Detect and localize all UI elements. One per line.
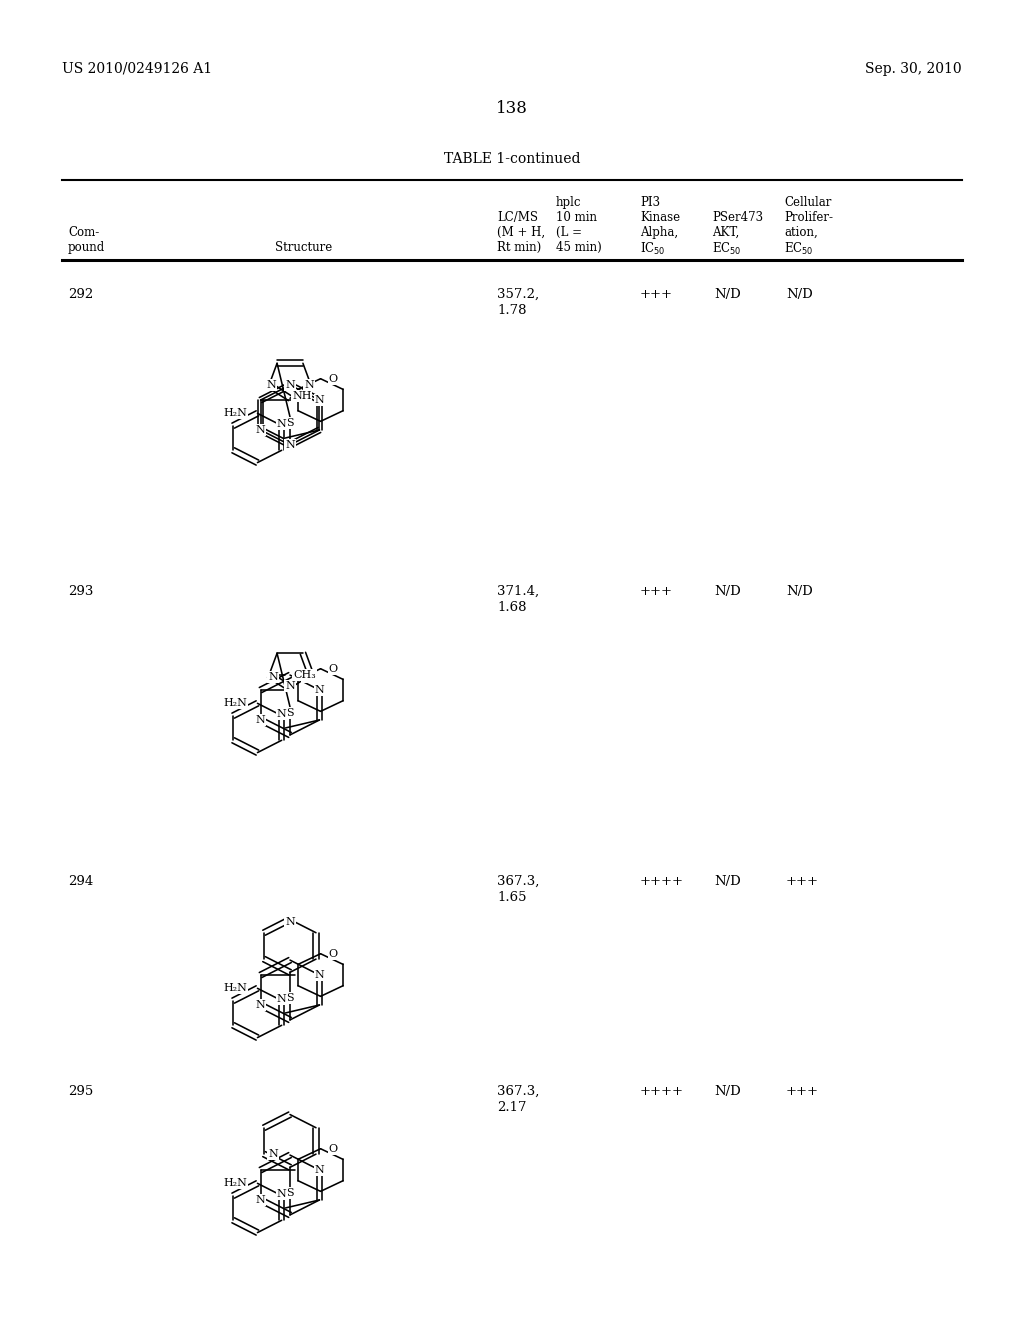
Text: 357.2,: 357.2, xyxy=(497,288,539,301)
Text: N: N xyxy=(304,380,313,389)
Text: 1.68: 1.68 xyxy=(497,601,526,614)
Text: Rt min): Rt min) xyxy=(497,242,542,253)
Text: N/D: N/D xyxy=(786,288,813,301)
Text: PSer473: PSer473 xyxy=(712,211,763,224)
Text: EC$_{50}$: EC$_{50}$ xyxy=(712,242,741,257)
Text: N/D: N/D xyxy=(714,875,740,888)
Text: 371.4,: 371.4, xyxy=(497,585,539,598)
Text: N: N xyxy=(314,685,325,696)
Text: 1.65: 1.65 xyxy=(497,891,526,904)
Text: S: S xyxy=(286,1188,294,1199)
Text: (L =: (L = xyxy=(556,226,582,239)
Text: N: N xyxy=(285,380,295,391)
Text: N: N xyxy=(276,1188,287,1199)
Text: Alpha,: Alpha, xyxy=(640,226,678,239)
Text: H₂N: H₂N xyxy=(223,1179,248,1188)
Text: N: N xyxy=(268,672,278,682)
Text: 45 min): 45 min) xyxy=(556,242,602,253)
Text: N/D: N/D xyxy=(714,1085,740,1098)
Text: N: N xyxy=(314,970,325,979)
Text: IC$_{50}$: IC$_{50}$ xyxy=(640,242,666,257)
Text: N/D: N/D xyxy=(786,585,813,598)
Text: N: N xyxy=(256,1001,265,1010)
Text: N: N xyxy=(256,1195,265,1205)
Text: O: O xyxy=(329,374,338,384)
Text: 367.3,: 367.3, xyxy=(497,1085,540,1098)
Text: N: N xyxy=(285,681,295,692)
Text: N: N xyxy=(302,672,311,682)
Text: Structure: Structure xyxy=(275,242,332,253)
Text: N: N xyxy=(314,395,325,405)
Text: NH: NH xyxy=(292,391,311,401)
Text: H₂N: H₂N xyxy=(223,698,248,709)
Text: N: N xyxy=(276,994,287,1003)
Text: 138: 138 xyxy=(496,100,528,117)
Text: S: S xyxy=(286,418,294,428)
Text: Sep. 30, 2010: Sep. 30, 2010 xyxy=(865,62,962,77)
Text: +++: +++ xyxy=(640,585,673,598)
Text: TABLE 1-continued: TABLE 1-continued xyxy=(443,152,581,166)
Text: S: S xyxy=(286,708,294,718)
Text: hplc: hplc xyxy=(556,195,582,209)
Text: O: O xyxy=(329,1143,338,1154)
Text: PI3: PI3 xyxy=(640,195,660,209)
Text: LC/MS: LC/MS xyxy=(497,211,538,224)
Text: +++: +++ xyxy=(786,875,819,888)
Text: +++: +++ xyxy=(786,1085,819,1098)
Text: 367.3,: 367.3, xyxy=(497,875,540,888)
Text: O: O xyxy=(329,949,338,958)
Text: +++: +++ xyxy=(640,288,673,301)
Text: 295: 295 xyxy=(68,1085,93,1098)
Text: (M + H,: (M + H, xyxy=(497,226,545,239)
Text: N: N xyxy=(285,916,295,927)
Text: Cellular: Cellular xyxy=(784,195,831,209)
Text: EC$_{50}$: EC$_{50}$ xyxy=(784,242,813,257)
Text: N: N xyxy=(285,440,295,450)
Text: N/D: N/D xyxy=(714,288,740,301)
Text: 10 min: 10 min xyxy=(556,211,597,224)
Text: N/D: N/D xyxy=(714,585,740,598)
Text: N: N xyxy=(314,1166,325,1175)
Text: H₂N: H₂N xyxy=(223,408,248,418)
Text: 292: 292 xyxy=(68,288,93,301)
Text: Prolifer-: Prolifer- xyxy=(784,211,833,224)
Text: pound: pound xyxy=(68,242,105,253)
Text: N: N xyxy=(266,380,275,389)
Text: N: N xyxy=(276,709,287,718)
Text: N: N xyxy=(256,715,265,725)
Text: O: O xyxy=(329,664,338,673)
Text: N: N xyxy=(268,1150,278,1159)
Text: N: N xyxy=(276,418,287,429)
Text: CH₃: CH₃ xyxy=(293,671,315,680)
Text: 2.17: 2.17 xyxy=(497,1101,526,1114)
Text: Kinase: Kinase xyxy=(640,211,680,224)
Text: ++++: ++++ xyxy=(640,875,684,888)
Text: 294: 294 xyxy=(68,875,93,888)
Text: H₂N: H₂N xyxy=(223,983,248,994)
Text: Com-: Com- xyxy=(68,226,99,239)
Text: ation,: ation, xyxy=(784,226,818,239)
Text: N: N xyxy=(256,425,265,436)
Text: 1.78: 1.78 xyxy=(497,304,526,317)
Text: 293: 293 xyxy=(68,585,93,598)
Text: S: S xyxy=(286,993,294,1003)
Text: AKT,: AKT, xyxy=(712,226,739,239)
Text: US 2010/0249126 A1: US 2010/0249126 A1 xyxy=(62,62,212,77)
Text: ++++: ++++ xyxy=(640,1085,684,1098)
